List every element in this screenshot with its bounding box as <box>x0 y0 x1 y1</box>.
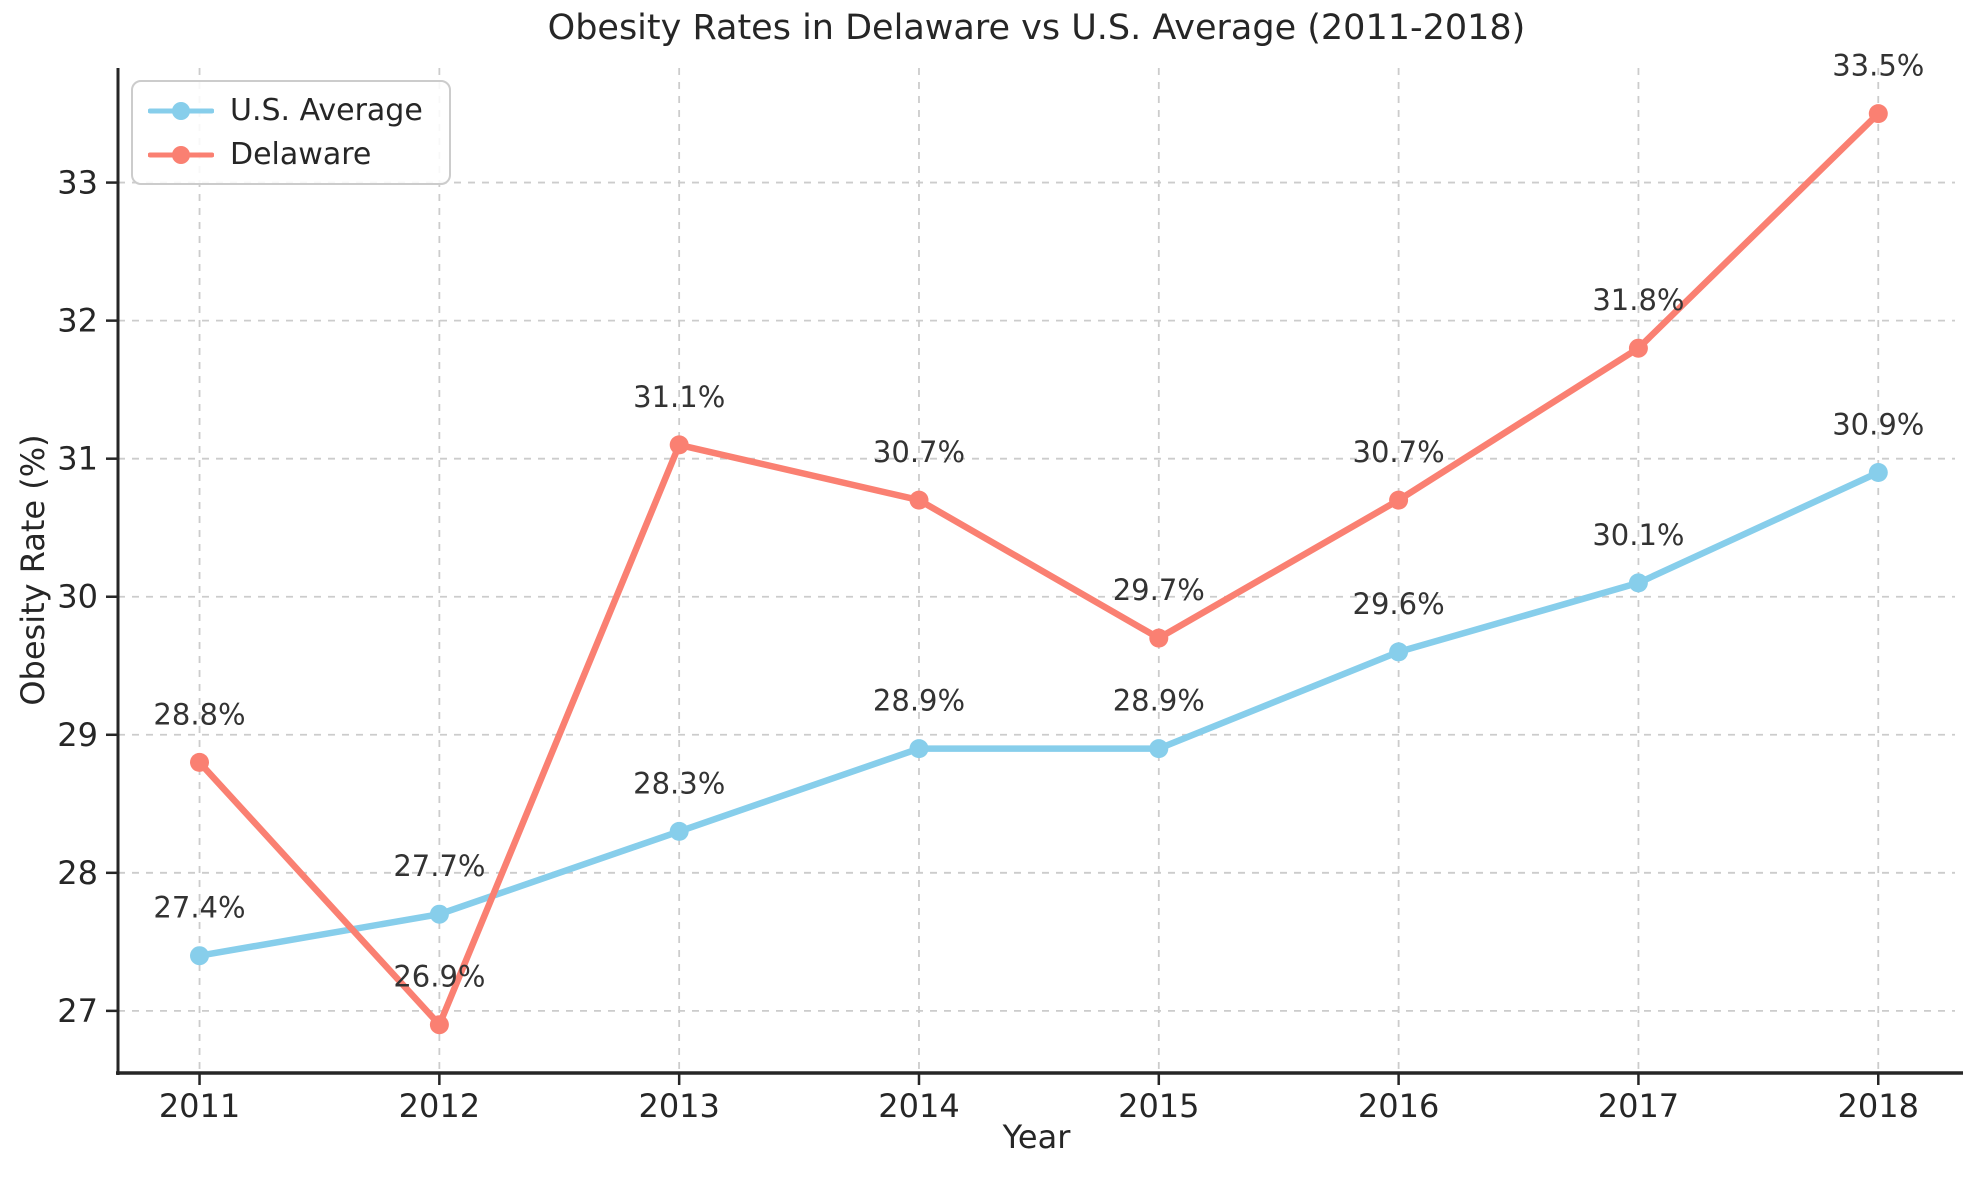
data-label-delaware: 30.7% <box>873 435 965 469</box>
x-tick-label: 2011 <box>159 1087 240 1125</box>
data-label-delaware: 31.1% <box>633 380 725 414</box>
series-line-u-s-average <box>196 469 1882 959</box>
data-point-delaware <box>429 1015 449 1035</box>
data-label-delaware: 30.7% <box>1353 435 1445 469</box>
legend-label: Delaware <box>230 137 372 172</box>
data-point-u-s-average <box>190 946 209 966</box>
y-axis-label: Obesity Rate (%) <box>14 434 52 706</box>
data-point-u-s-average <box>429 904 449 924</box>
x-tick-label: 2013 <box>638 1087 719 1125</box>
legend-marker <box>172 145 190 164</box>
series-line-delaware <box>196 110 1882 1028</box>
data-label-delaware: 28.8% <box>153 697 245 731</box>
legend-line-marker-delaware <box>148 145 214 164</box>
legend-item-delaware: Delaware <box>148 137 423 172</box>
x-axis-label: Year <box>1002 1118 1071 1156</box>
y-tick-label: 33 <box>57 164 98 202</box>
data-label-u-s-average: 30.9% <box>1832 408 1924 442</box>
data-label-u-s-average: 30.1% <box>1592 518 1684 552</box>
y-tick-label: 31 <box>57 440 98 478</box>
x-tick-label: 2012 <box>399 1087 480 1125</box>
data-label-delaware: 31.8% <box>1592 283 1684 317</box>
data-point-u-s-average <box>909 739 929 759</box>
data-label-delaware: 33.5% <box>1832 49 1924 83</box>
data-point-u-s-average <box>1389 642 1409 662</box>
data-point-delaware <box>1628 338 1648 358</box>
y-tick-label: 30 <box>57 578 98 616</box>
y-tick-label: 27 <box>57 992 98 1030</box>
data-label-u-s-average: 29.6% <box>1353 587 1445 621</box>
data-label-u-s-average: 28.9% <box>873 684 965 718</box>
legend: U.S. Average Delaware <box>131 80 451 185</box>
x-tick-label: 2018 <box>1838 1087 1919 1125</box>
legend-marker <box>172 101 190 120</box>
y-tick-label: 32 <box>57 302 98 340</box>
data-label-u-s-average: 27.4% <box>153 891 245 925</box>
data-point-u-s-average <box>1628 573 1648 593</box>
data-label-delaware: 29.7% <box>1113 573 1205 607</box>
data-point-delaware <box>1149 628 1169 648</box>
data-point-delaware <box>1868 104 1888 124</box>
data-point-delaware <box>190 752 209 772</box>
data-point-delaware <box>909 490 929 510</box>
legend-item-u-s-average: U.S. Average <box>148 93 423 128</box>
data-point-u-s-average <box>669 821 689 841</box>
x-tick-label: 2015 <box>1118 1087 1199 1125</box>
legend-label: U.S. Average <box>230 93 423 128</box>
legend-line-marker-u-s-average <box>148 101 214 120</box>
x-tick-label: 2014 <box>878 1087 959 1125</box>
data-point-u-s-average <box>1149 739 1169 759</box>
data-label-delaware: 26.9% <box>393 960 485 994</box>
y-tick-label: 28 <box>57 854 98 892</box>
x-tick-label: 2017 <box>1598 1087 1679 1125</box>
y-tick-label: 29 <box>57 716 98 754</box>
x-tick-label: 2016 <box>1358 1087 1439 1125</box>
chart-title: Obesity Rates in Delaware vs U.S. Averag… <box>547 8 1526 48</box>
data-point-delaware <box>1389 490 1409 510</box>
data-point-delaware <box>669 435 689 455</box>
data-label-u-s-average: 28.3% <box>633 766 725 800</box>
data-label-u-s-average: 28.9% <box>1113 684 1205 718</box>
data-point-u-s-average <box>1868 463 1888 482</box>
data-label-u-s-average: 27.7% <box>393 849 485 883</box>
